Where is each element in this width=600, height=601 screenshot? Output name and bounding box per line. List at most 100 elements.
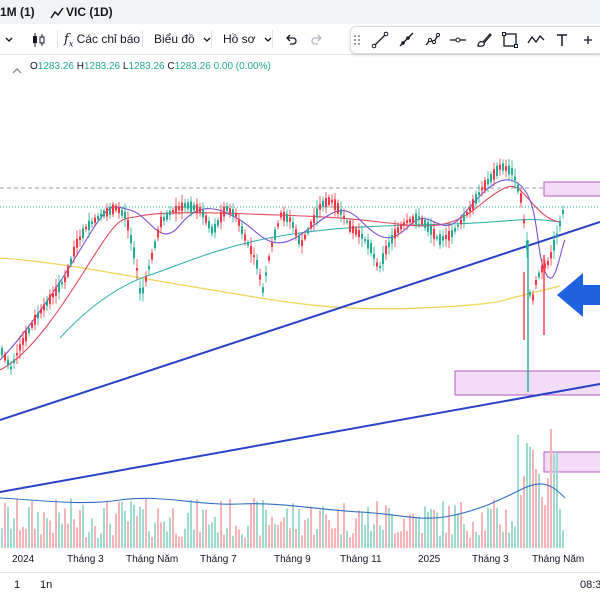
range-button-1[interactable]: 1 (14, 579, 21, 591)
price-chart[interactable] (0, 70, 600, 548)
volume-bar (88, 532, 90, 548)
chevron-down-icon (264, 37, 272, 42)
candle-body (397, 227, 399, 233)
volume-bar (235, 525, 237, 548)
volume-bar (532, 449, 534, 548)
volume-bar (178, 536, 180, 548)
volume-bar (202, 509, 204, 548)
candle-body (160, 216, 162, 228)
candle-body (307, 228, 309, 234)
volume-bar (307, 518, 309, 548)
text-tool-icon[interactable] (553, 31, 571, 49)
tab-vic[interactable]: VIC (1D) (66, 5, 113, 19)
candle-body (433, 229, 435, 239)
volume-bar (76, 527, 78, 548)
volume-bar (256, 501, 258, 548)
volume-bar (397, 532, 399, 548)
candle-body (298, 235, 300, 245)
volume-bar (109, 523, 111, 548)
horizontal-line-icon[interactable] (449, 31, 467, 49)
volume-bar (49, 520, 51, 548)
volume-bar (265, 509, 267, 548)
collapse-chevron-icon[interactable] (4, 24, 14, 54)
candle-body (73, 246, 75, 257)
trend-line-icon[interactable] (371, 31, 389, 49)
volume-bar (58, 512, 60, 548)
redo-icon (311, 34, 322, 45)
candle-body (289, 217, 291, 222)
candle-body (142, 287, 144, 294)
volume-bar (445, 532, 447, 548)
volume-bar (541, 496, 543, 548)
candle-body (139, 288, 141, 294)
volume-bar (292, 503, 294, 548)
volume-bar (250, 503, 252, 548)
volume-bar (142, 509, 144, 548)
tab-1m[interactable]: 1M (1) (0, 5, 35, 19)
volume-bar (394, 533, 396, 548)
volume-bar (448, 505, 450, 548)
candle-body (175, 206, 177, 214)
volume-bar (262, 500, 264, 548)
volume-bar (67, 523, 69, 548)
volume-bar (247, 525, 249, 548)
volume-bar (70, 498, 72, 548)
volume-bar (508, 532, 510, 548)
candle-body (85, 226, 87, 230)
candle-body (178, 206, 180, 211)
candle-body (184, 203, 186, 208)
volume-bar (547, 478, 549, 548)
volume-bar (283, 517, 285, 548)
volume-bar (196, 499, 198, 548)
pattern-icon[interactable] (527, 31, 545, 49)
indicators-button[interactable]: fx Các chỉ báo (64, 24, 140, 54)
candle-body (550, 252, 552, 259)
chart-menu-button[interactable]: Biểu đồ (154, 24, 212, 54)
volume-bar (493, 499, 495, 548)
volume-bar (556, 452, 558, 548)
volume-bar (364, 524, 366, 548)
candle-body (547, 261, 549, 265)
profile-menu-button[interactable]: Hồ sơ (223, 24, 273, 54)
candle-body (319, 204, 321, 210)
volume-bar (535, 468, 537, 548)
volume-bar (544, 505, 546, 548)
candle-body (463, 214, 465, 222)
x-label: 2025 (418, 554, 441, 565)
candle-body (265, 272, 267, 276)
rectangle-icon[interactable] (501, 31, 519, 49)
x-label: Tháng Năm (532, 554, 585, 565)
redo-button[interactable] (310, 24, 324, 54)
x-label: 2024 (12, 554, 35, 565)
candle-body (460, 219, 462, 225)
volume-bar (481, 512, 483, 548)
more-tools-icon[interactable] (579, 31, 597, 49)
candle-body (151, 252, 153, 260)
candle-body (451, 230, 453, 238)
volume-bar (238, 529, 240, 548)
path-icon[interactable] (423, 31, 441, 49)
volume-bar (61, 523, 63, 548)
drag-handle-icon[interactable] (353, 31, 371, 49)
candle-body (193, 204, 195, 211)
volume-bar (64, 508, 66, 548)
candle-body (49, 294, 51, 305)
volume-bar (7, 506, 9, 548)
volume-bar (190, 500, 192, 548)
candle-type-icon[interactable] (30, 24, 48, 54)
legend-collapse-icon[interactable] (12, 62, 22, 74)
volume-bar (91, 518, 93, 548)
high-label: H (76, 61, 84, 72)
candle-body (4, 353, 6, 361)
undo-button[interactable] (284, 24, 298, 54)
ray-icon[interactable] (397, 31, 415, 49)
volume-bar (379, 525, 381, 548)
range-button-1n[interactable]: 1n (40, 579, 53, 591)
candle-body (214, 223, 216, 233)
volume-bar (148, 531, 150, 548)
candle-body (145, 276, 147, 282)
candle-body (103, 210, 105, 217)
candle-body (19, 344, 21, 351)
candle-body (493, 169, 495, 180)
brush-icon[interactable] (475, 31, 493, 49)
